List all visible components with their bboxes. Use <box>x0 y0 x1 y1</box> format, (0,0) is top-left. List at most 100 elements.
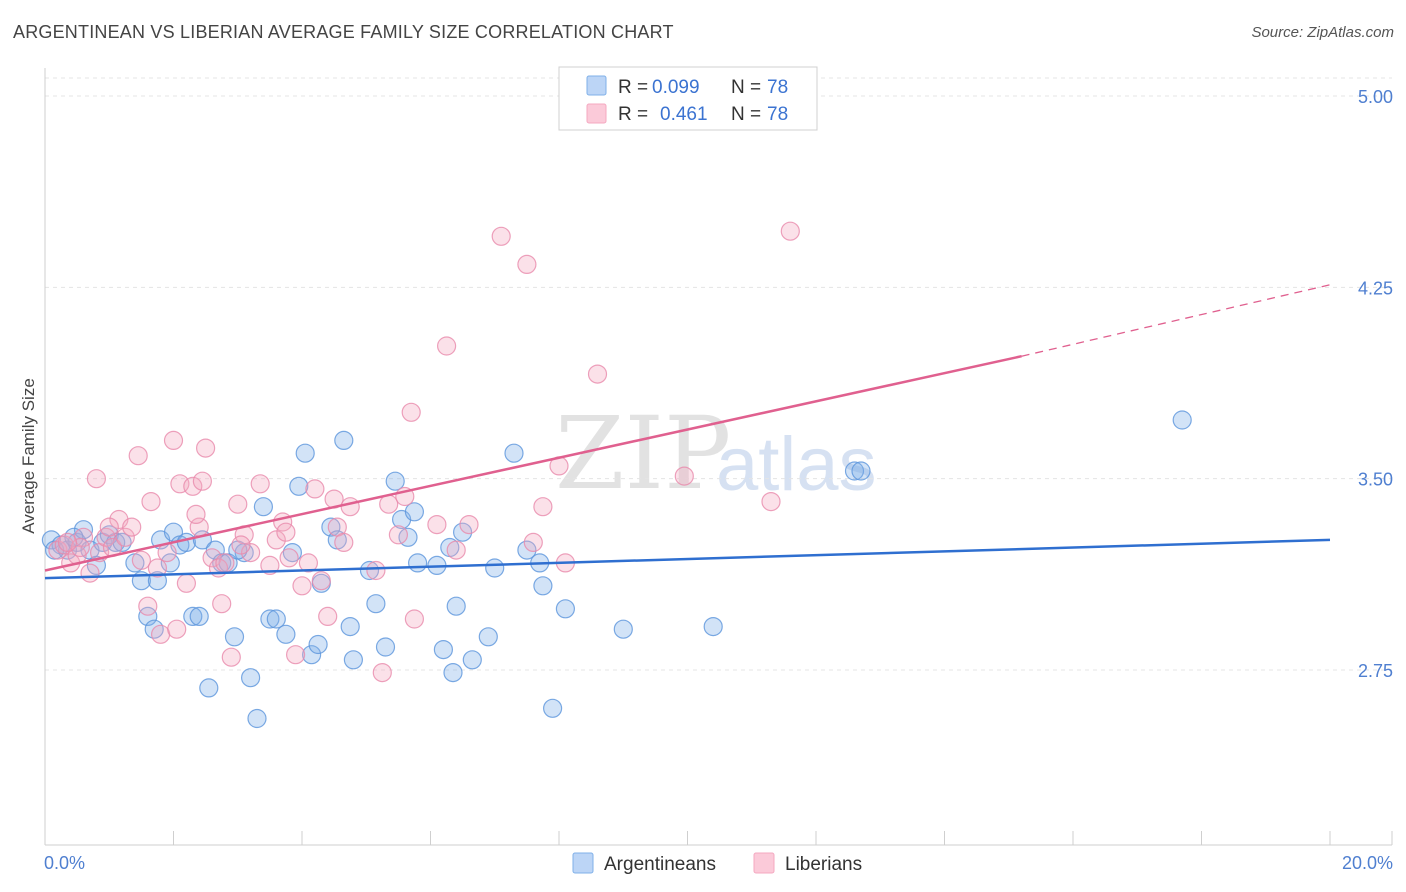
point-liberians <box>761 492 781 512</box>
point-liberians <box>57 532 78 553</box>
axes <box>44 68 1392 846</box>
y-tick-label: 5.00 <box>1358 87 1393 107</box>
point-argentineans <box>144 619 164 639</box>
legend-n-label-argentineans: N = <box>731 77 761 98</box>
point-argentineans <box>443 662 463 683</box>
point-argentineans <box>446 596 466 616</box>
point-liberians <box>215 553 235 573</box>
point-liberians <box>517 254 537 274</box>
point-argentineans <box>462 650 482 670</box>
y-tick-label: 3.50 <box>1358 470 1393 490</box>
point-liberians <box>131 550 151 570</box>
point-argentineans <box>366 594 386 614</box>
point-argentineans <box>555 599 576 619</box>
point-liberians <box>231 535 251 555</box>
point-liberians <box>115 527 135 547</box>
y-tick-label: 2.75 <box>1358 661 1393 681</box>
point-argentineans <box>851 461 871 481</box>
point-liberians <box>446 540 466 560</box>
point-argentineans <box>359 560 380 581</box>
point-argentineans <box>844 461 865 481</box>
point-liberians <box>372 662 392 683</box>
point-argentineans <box>404 502 424 522</box>
point-liberians <box>318 606 338 627</box>
point-liberians <box>366 560 386 581</box>
legend-n-label-liberians: N = <box>731 104 761 125</box>
point-liberians <box>401 402 421 422</box>
point-liberians <box>138 596 158 616</box>
point-liberians <box>276 522 296 542</box>
point-liberians <box>196 438 216 458</box>
watermark-zip: ZIP <box>555 395 731 512</box>
point-argentineans <box>703 616 723 637</box>
trend-lines <box>44 284 1331 580</box>
y-axis-tick-labels: 2.75 3.50 4.25 5.00 <box>1358 87 1393 681</box>
point-argentineans <box>224 627 245 647</box>
point-liberians <box>292 576 312 596</box>
chart-title: ARGENTINEAN VS LIBERIAN AVERAGE FAMILY S… <box>13 22 674 42</box>
point-argentineans <box>533 576 553 596</box>
bottom-legend-swatch-liberians <box>753 852 775 874</box>
series-legend: Argentineans Liberians <box>572 852 862 875</box>
point-liberians <box>298 553 318 573</box>
legend-r-value-argentineans: 0.099 <box>652 77 700 98</box>
legend-n-value-argentineans: 78 <box>767 77 788 98</box>
trend-line-liberians-extension <box>1021 284 1331 357</box>
legend-r-label-argentineans: R = <box>618 77 648 98</box>
point-liberians <box>147 558 167 578</box>
point-liberians <box>334 532 354 553</box>
point-argentineans <box>282 542 302 563</box>
point-liberians <box>99 517 119 537</box>
point-liberians <box>86 469 107 489</box>
point-argentineans <box>260 609 280 629</box>
point-liberians <box>192 471 212 491</box>
point-liberians <box>305 479 325 499</box>
point-liberians <box>80 563 100 583</box>
point-liberians <box>186 504 206 525</box>
point-argentineans <box>199 678 219 698</box>
bottom-legend-swatch-argentineans <box>572 852 594 874</box>
legend-swatch-argentineans <box>586 75 607 96</box>
point-argentineans <box>504 443 524 463</box>
point-argentineans <box>408 553 428 573</box>
point-liberians <box>491 226 511 246</box>
point-argentineans <box>375 637 396 657</box>
point-argentineans <box>176 532 196 553</box>
point-liberians <box>674 466 694 486</box>
correlation-legend: R = 0.099 N = 78 R = 0.461 N = 78 <box>558 66 818 131</box>
point-liberians <box>228 494 248 514</box>
y-tick-label: 4.25 <box>1358 278 1393 298</box>
point-argentineans <box>453 522 473 542</box>
point-liberians <box>202 548 222 568</box>
point-argentineans <box>517 540 537 560</box>
y-axis-label: Average Family Size <box>19 378 38 534</box>
point-argentineans <box>189 606 209 627</box>
x-tick-label-end: 20.0% <box>1342 853 1393 873</box>
point-liberians <box>523 532 543 553</box>
chart-source: Source: ZipAtlas.com <box>1251 24 1394 41</box>
watermark-atlas: atlas <box>716 422 877 507</box>
point-liberians <box>122 517 142 537</box>
bottom-legend-label-liberians: Liberians <box>785 854 862 875</box>
point-argentineans <box>542 698 563 718</box>
point-liberians <box>212 594 232 614</box>
point-liberians <box>96 527 116 547</box>
point-argentineans <box>247 708 267 729</box>
point-liberians <box>167 619 187 639</box>
watermark: ZIP atlas <box>555 395 877 512</box>
x-tick-label-start: 0.0% <box>44 853 85 873</box>
point-liberians <box>54 535 74 555</box>
point-liberians <box>266 530 286 550</box>
trend-line-liberians <box>44 354 1022 572</box>
point-liberians <box>141 492 161 512</box>
point-liberians <box>286 645 306 665</box>
point-argentineans <box>295 443 315 463</box>
point-argentineans <box>485 558 505 578</box>
bottom-legend-label-argentineans: Argentineans <box>604 854 716 875</box>
point-liberians <box>459 514 479 535</box>
point-liberians <box>340 497 360 517</box>
point-liberians <box>533 497 553 517</box>
point-liberians <box>260 555 280 576</box>
point-argentineans <box>613 619 633 639</box>
